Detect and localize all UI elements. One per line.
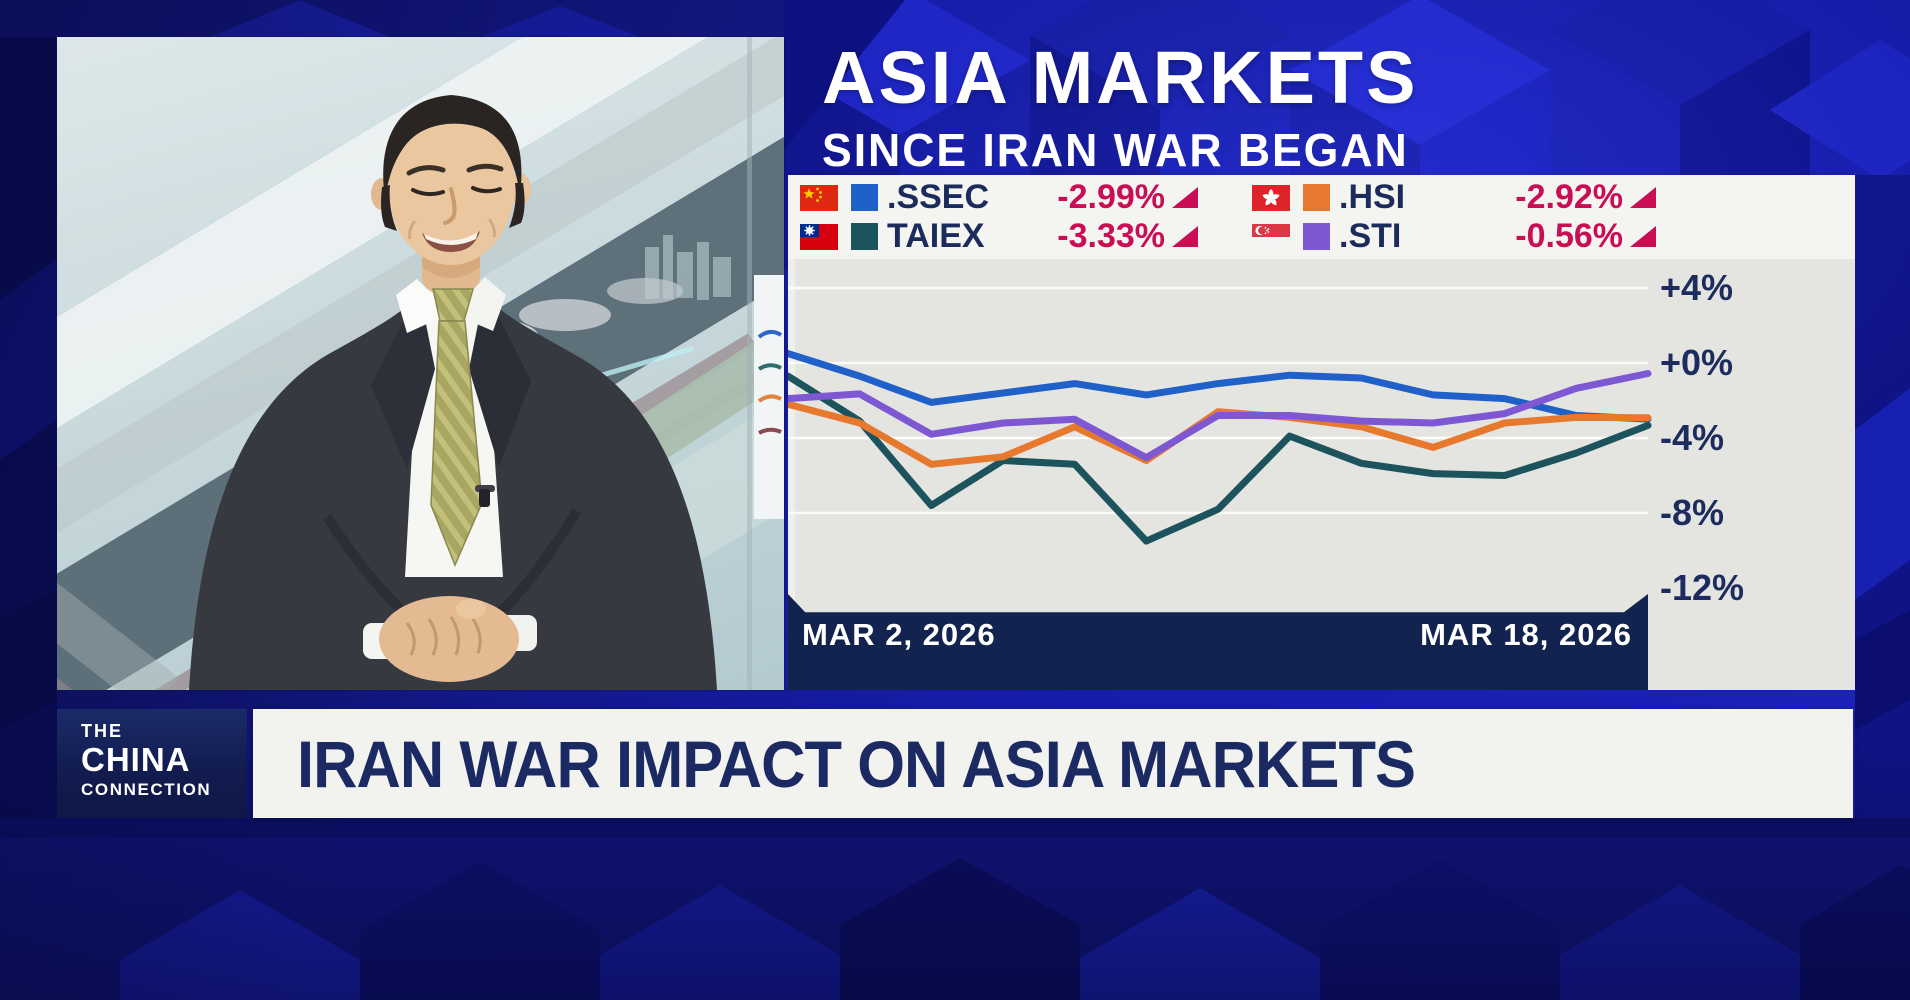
percent-change: -0.56% bbox=[1515, 217, 1623, 255]
eyebrow bbox=[466, 163, 504, 173]
shirt-collar bbox=[396, 279, 451, 333]
china-flag-icon bbox=[800, 184, 838, 211]
chart-header: ASIA MARKETS SINCE IRAN WAR BEGAN bbox=[822, 40, 1427, 177]
series-color-swatch bbox=[851, 223, 878, 250]
lower-third-banner: IRAN WAR IMPACT ON ASIA MARKETS bbox=[253, 709, 1853, 818]
right-lapel bbox=[469, 289, 531, 467]
chart-subtitle: SINCE IRAN WAR BEGAN bbox=[822, 124, 1409, 177]
legend-entry-ssec: .SSEC -2.99% bbox=[800, 178, 1198, 216]
city-skyline bbox=[645, 235, 731, 300]
series-color-swatch bbox=[1303, 223, 1330, 250]
percent-change: -3.33% bbox=[1057, 217, 1165, 255]
panel-edge-highlight bbox=[788, 259, 795, 690]
down-triangle-icon bbox=[1630, 226, 1656, 247]
hong-kong-flag-icon bbox=[1252, 184, 1290, 211]
y-axis-tick-label: -12% bbox=[1660, 567, 1745, 608]
y-axis-tick-label: -8% bbox=[1660, 492, 1725, 533]
y-axis-tick-label: -4% bbox=[1660, 417, 1725, 458]
series-line-ssec bbox=[788, 350, 1652, 423]
x-axis-end-date: MAR 18, 2026 bbox=[1420, 617, 1632, 652]
y-axis-tick-label: +4% bbox=[1660, 267, 1734, 308]
show-logo-line: CONNECTION bbox=[81, 779, 212, 799]
lapel-mic bbox=[479, 489, 490, 507]
singapore-flag-icon bbox=[1252, 223, 1290, 250]
down-triangle-icon bbox=[1630, 187, 1656, 208]
guest-person bbox=[189, 95, 717, 690]
guest-video-frame bbox=[57, 37, 784, 690]
show-logo-line: THE bbox=[81, 721, 123, 741]
studio-monitor bbox=[754, 275, 784, 519]
eyebrow bbox=[406, 165, 446, 176]
line-chart: +4% +0% -4% -8% -12% MAR 2, 2026 MAR 18, 202… bbox=[788, 259, 1855, 690]
left-lapel bbox=[371, 289, 435, 469]
ticker-symbol: .HSI bbox=[1339, 178, 1406, 216]
legend-entry-taiex: TAIEX -3.33% bbox=[800, 217, 1198, 255]
series-line-taiex bbox=[788, 372, 1652, 545]
nose bbox=[443, 187, 457, 225]
chart-legend: .SSEC -2.99% .HSI -2.92% bbox=[788, 175, 1855, 259]
face bbox=[387, 105, 515, 265]
legend-entry-hsi: .HSI -2.92% bbox=[1252, 178, 1656, 216]
eye bbox=[411, 188, 445, 197]
headline: IRAN WAR IMPACT ON ASIA MARKETS bbox=[297, 726, 1416, 801]
window-mullion bbox=[747, 37, 752, 690]
hair bbox=[383, 95, 522, 199]
ticker-symbol: TAIEX bbox=[887, 217, 985, 255]
legend-entry-sti: .STI -0.56% bbox=[1252, 217, 1656, 255]
y-axis-tick-label: +0% bbox=[1660, 342, 1734, 383]
series-color-swatch bbox=[1303, 184, 1330, 211]
chart-title: ASIA MARKETS bbox=[822, 36, 1419, 119]
show-logo-line: CHINA bbox=[81, 740, 191, 778]
x-axis-start-date: MAR 2, 2026 bbox=[802, 617, 996, 652]
ticker-symbol: .STI bbox=[1339, 217, 1402, 255]
tie bbox=[430, 320, 483, 567]
clasped-hands bbox=[379, 596, 519, 682]
down-triangle-icon bbox=[1172, 187, 1198, 208]
eye bbox=[471, 186, 502, 194]
mouth bbox=[422, 231, 480, 252]
series-line-hsi bbox=[788, 400, 1652, 468]
ticker-symbol: .SSEC bbox=[887, 178, 990, 216]
taiwan-flag-icon bbox=[800, 223, 838, 250]
down-triangle-icon bbox=[1172, 226, 1198, 247]
percent-change: -2.99% bbox=[1057, 178, 1165, 216]
market-chart-panel: .SSEC -2.99% .HSI -2.92% bbox=[788, 175, 1855, 690]
series-color-swatch bbox=[851, 184, 878, 211]
percent-change: -2.92% bbox=[1515, 178, 1623, 216]
show-logo: THE CHINA CONNECTION bbox=[57, 709, 247, 818]
series-line-sti bbox=[788, 370, 1652, 462]
plot-svg bbox=[788, 286, 1652, 545]
